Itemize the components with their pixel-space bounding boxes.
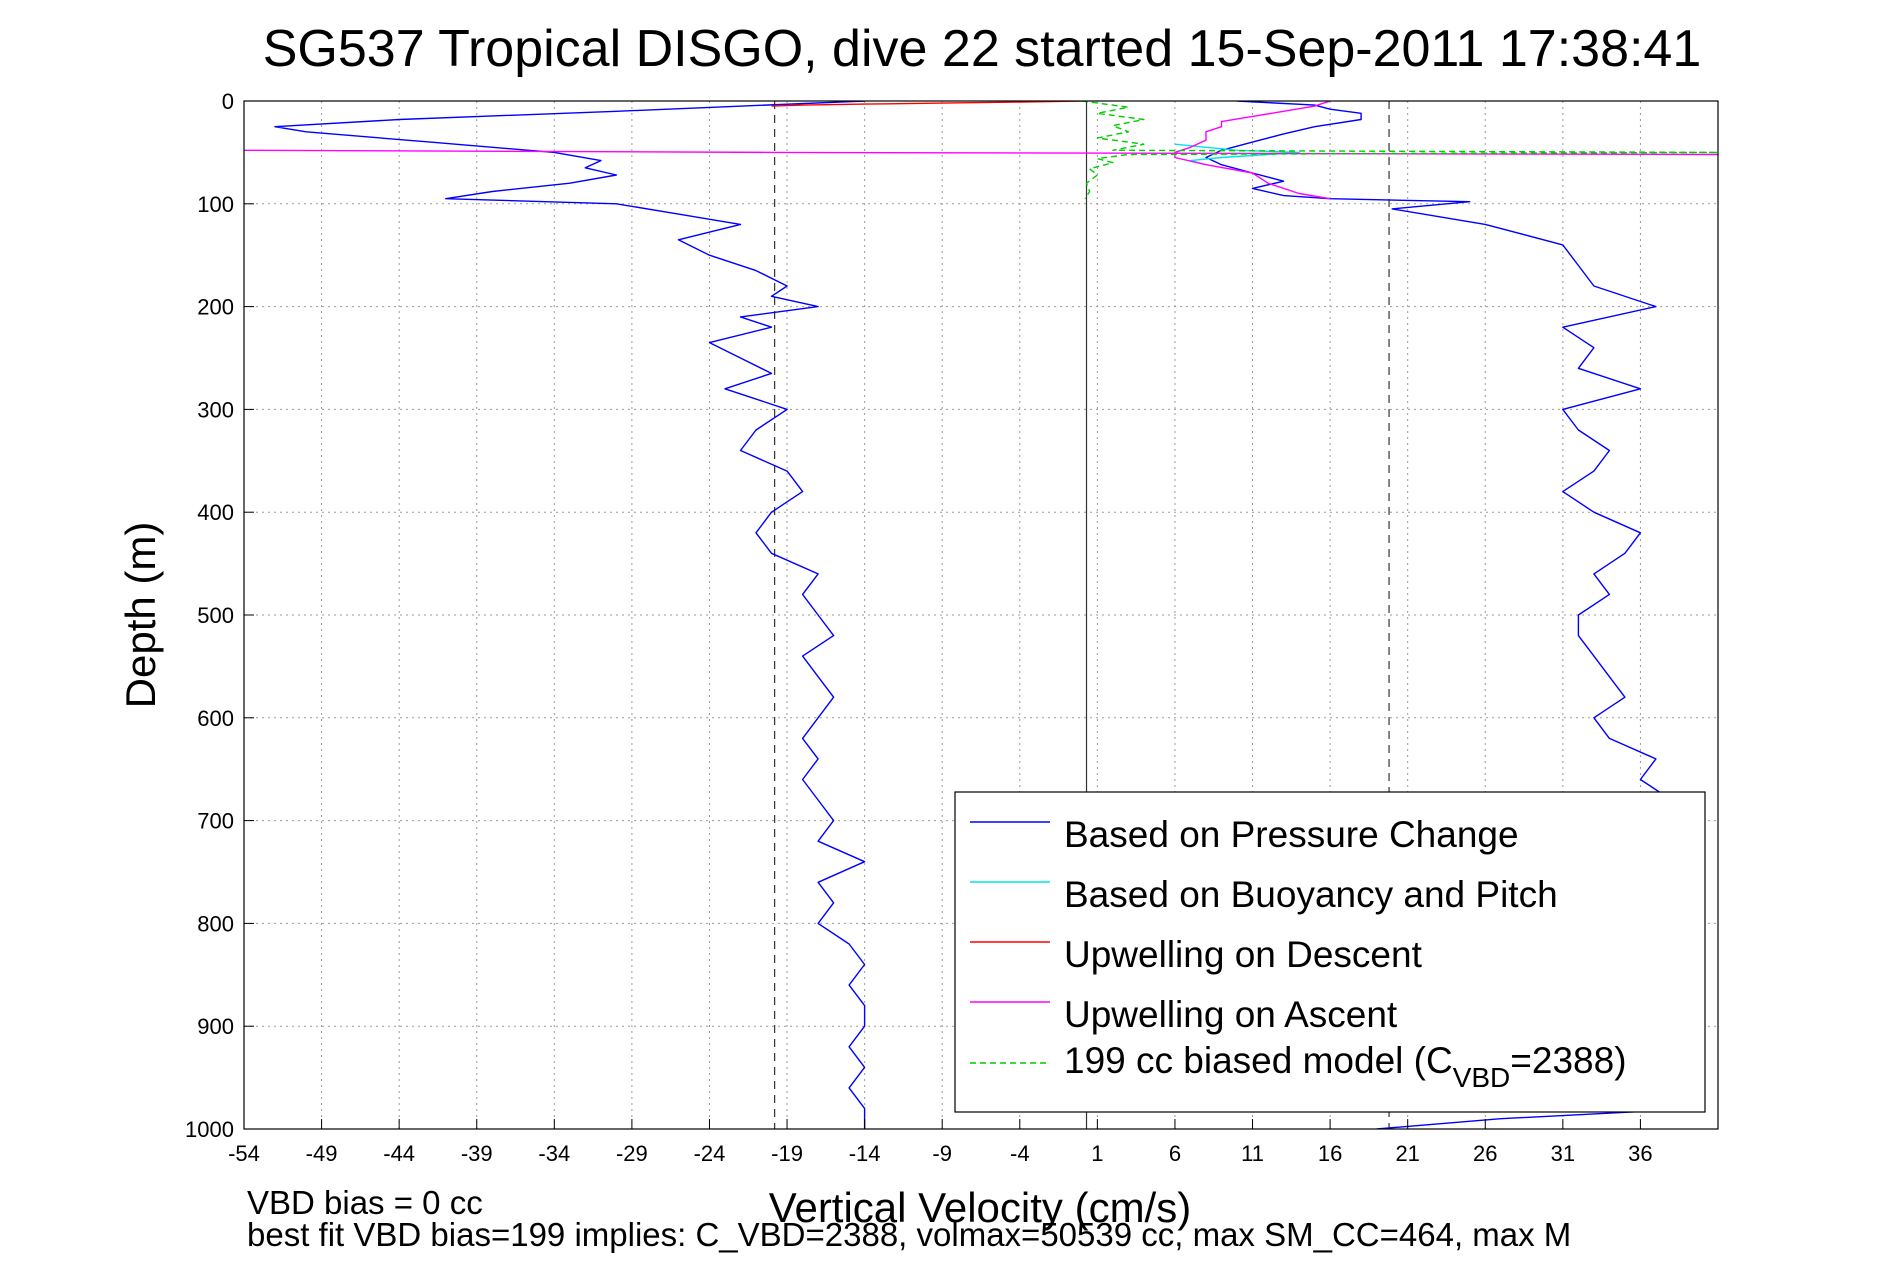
y-axis-label: Depth (m) xyxy=(117,522,164,709)
y-axis-ticks: 0 100 200 300 400 500 600 700 800 900 1000 xyxy=(185,89,254,1142)
legend-label-model: 199 cc biased model (CVBD=2388) xyxy=(1064,1040,1627,1093)
x-tick-label: 26 xyxy=(1473,1141,1497,1166)
y-tick-label: 1000 xyxy=(185,1117,234,1142)
y-tick-label: 300 xyxy=(197,397,234,422)
y-tick-label: 0 xyxy=(222,89,234,114)
legend: Based on Pressure Change Based on Buoyan… xyxy=(954,791,1706,1113)
x-tick-label: -49 xyxy=(306,1141,338,1166)
x-tick-label: 1 xyxy=(1091,1141,1103,1166)
best-fit-note: best fit VBD bias=199 implies: C_VBD=238… xyxy=(247,1216,1571,1253)
y-tick-label: 800 xyxy=(197,911,234,936)
y-tick-label: 500 xyxy=(197,603,234,628)
x-tick-label: -54 xyxy=(228,1141,260,1166)
legend-box xyxy=(954,791,1706,1113)
y-tick-label: 200 xyxy=(197,295,234,320)
x-tick-label: 36 xyxy=(1628,1141,1652,1166)
chart-title: SG537 Tropical DISGO, dive 22 started 15… xyxy=(263,20,1702,78)
x-tick-label: 16 xyxy=(1318,1141,1342,1166)
y-tick-label: 100 xyxy=(197,192,234,217)
x-tick-label: -39 xyxy=(461,1141,493,1166)
y-tick-label: 400 xyxy=(197,500,234,525)
legend-label-model-tail: =2388) xyxy=(1510,1040,1626,1081)
legend-label-model-main: 199 cc biased model (C xyxy=(1064,1040,1453,1081)
x-tick-label: 21 xyxy=(1395,1141,1419,1166)
legend-label-descent: Upwelling on Descent xyxy=(1064,934,1423,975)
x-tick-label: -29 xyxy=(616,1141,648,1166)
x-tick-label: 31 xyxy=(1551,1141,1575,1166)
x-tick-label: -34 xyxy=(538,1141,570,1166)
series-line-1 xyxy=(274,101,866,1129)
x-tick-label: -19 xyxy=(771,1141,803,1166)
y-tick-label: 700 xyxy=(197,809,234,834)
series-line-4 xyxy=(1174,101,1331,200)
x-tick-label: -24 xyxy=(694,1141,726,1166)
x-tick-label: 11 xyxy=(1241,1141,1264,1166)
x-tick-label: -44 xyxy=(383,1141,415,1166)
x-tick-label: -4 xyxy=(1010,1141,1030,1166)
y-tick-label: 900 xyxy=(197,1014,234,1039)
y-tick-label: 600 xyxy=(197,706,234,731)
legend-label-buoyancy: Based on Buoyancy and Pitch xyxy=(1064,874,1558,915)
x-tick-label: 6 xyxy=(1169,1141,1181,1166)
legend-label-pressure: Based on Pressure Change xyxy=(1064,814,1519,855)
vbd-bias-note: VBD bias = 0 cc xyxy=(247,1184,483,1221)
legend-label-model-sub: VBD xyxy=(1453,1062,1511,1093)
legend-label-ascent: Upwelling on Ascent xyxy=(1064,994,1398,1035)
x-axis-ticks: -54 -49 -44 -39 -34 -29 -24 -19 -14 -9 -4 1 6 11 16 21 2… xyxy=(228,1119,1653,1166)
x-tick-label: -9 xyxy=(932,1141,952,1166)
series-line-5 xyxy=(1081,101,1718,200)
series-line-3 xyxy=(771,101,1082,107)
x-tick-label: -14 xyxy=(849,1141,881,1166)
x-axis-label: Vertical Velocity (cm/s) xyxy=(769,1184,1191,1231)
